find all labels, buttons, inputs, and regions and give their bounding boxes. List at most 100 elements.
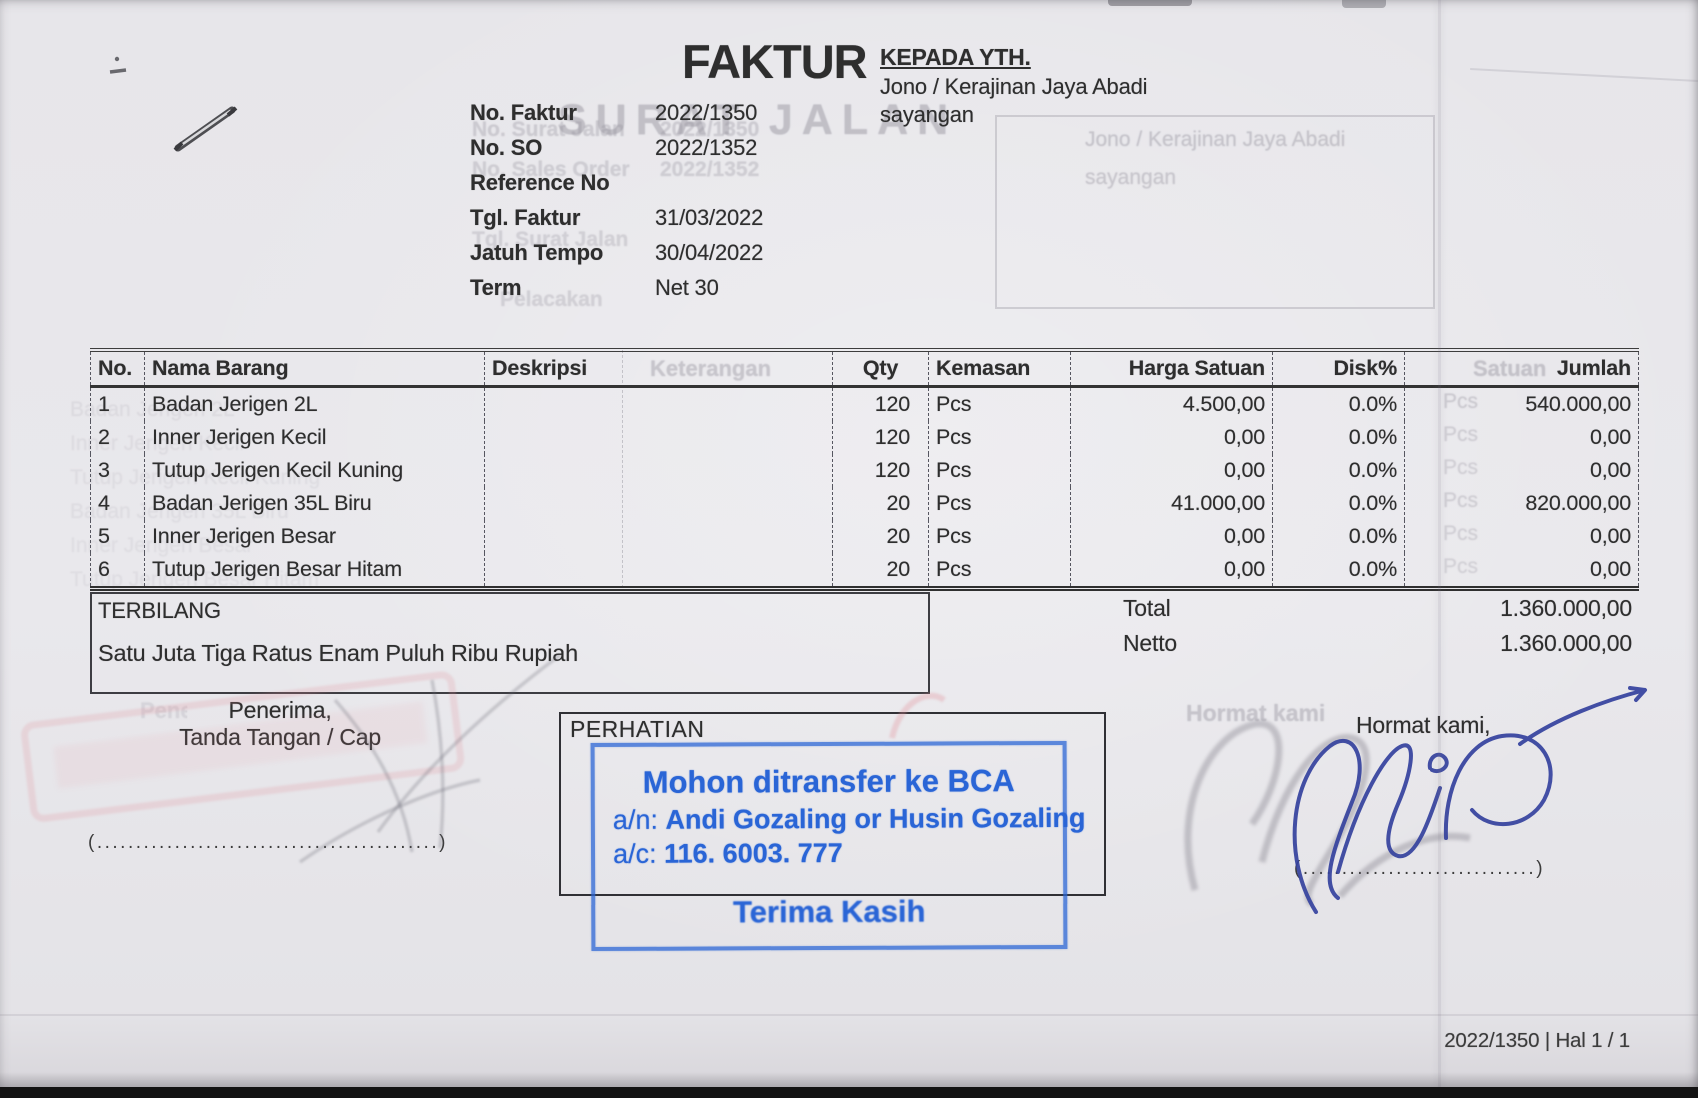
- cell-no: 3: [90, 454, 145, 487]
- cell-harga: 0,00: [1070, 454, 1273, 487]
- col-header-no: No.: [90, 350, 145, 388]
- cell-deskripsi: [484, 386, 833, 421]
- netto-value: 1.360.000,00: [1500, 630, 1632, 656]
- scanner-edge-smudge: [1108, 0, 1192, 6]
- penerima-signature-line: (.......................................…: [88, 832, 448, 853]
- cell-deskripsi: [484, 454, 833, 487]
- cell-disk: 0.0%: [1272, 553, 1405, 589]
- field-value-no-faktur: 2022/1350: [655, 100, 758, 125]
- cell-qty: 20: [832, 487, 929, 520]
- bleedthrough-recipient-city: sayangan: [1085, 166, 1177, 189]
- cell-nama: Badan Jerigen 35L Biru: [144, 487, 485, 520]
- scanner-background-strip: [0, 1087, 1698, 1098]
- cell-no: 5: [90, 520, 145, 553]
- field-value-no-so: 2022/1352: [655, 135, 758, 160]
- col-header-nama-barang: Nama Barang: [144, 350, 485, 388]
- cell-deskripsi: [484, 421, 833, 454]
- field-value-jatuh-tempo: 30/04/2022: [655, 240, 764, 265]
- cell-no: 6: [90, 553, 145, 589]
- horizontal-crease: [1470, 68, 1698, 82]
- cell-harga: 0,00: [1070, 553, 1273, 589]
- cell-no: 4: [90, 487, 145, 520]
- cell-disk: 0.0%: [1272, 386, 1405, 421]
- penerima-label: Penerima,: [228, 697, 332, 723]
- cell-nama: Badan Jerigen 2L: [144, 386, 485, 421]
- col-header-deskripsi: Deskripsi: [484, 350, 833, 388]
- terbilang-text: Satu Juta Tiga Ratus Enam Puluh Ribu Rup…: [98, 640, 578, 666]
- cell-harga: 41.000,00: [1070, 487, 1273, 520]
- stamp-ac-prefix: a/c:: [612, 838, 657, 869]
- table-header-row: No. Nama Barang Deskripsi Qty Kemasan Ha…: [90, 350, 1639, 388]
- cell-nama: Inner Jerigen Kecil: [144, 421, 485, 454]
- bleedthrough-field-label: Pelacakan: [500, 288, 603, 311]
- cell-jumlah: 0,00: [1404, 553, 1639, 589]
- hormat-signature-line: (..............................): [1294, 858, 1546, 879]
- cell-jumlah: 0,00: [1404, 454, 1639, 487]
- bleedthrough-field-value: 2022/1350: [660, 118, 760, 141]
- page-title: FAKTUR: [682, 35, 868, 88]
- bleedthrough-title: SURAT JALAN: [558, 96, 958, 144]
- stamp-an-name: Andi Gozaling or Husin Gozaling: [665, 802, 1086, 835]
- perhatian-label: PERHATIAN: [570, 716, 705, 742]
- bleedthrough-hormat: Hormat kami: [1186, 700, 1326, 726]
- stamp-ac-number: 116. 6003. 777: [664, 837, 843, 869]
- field-label-no-faktur: No. Faktur: [470, 100, 577, 125]
- cell-nama: Tutup Jerigen Besar Hitam: [144, 553, 485, 589]
- cell-jumlah: 0,00: [1404, 520, 1639, 553]
- cell-kemasan: Pcs: [928, 520, 1071, 553]
- cell-no: 2: [90, 421, 145, 454]
- cell-disk: 0.0%: [1272, 421, 1405, 454]
- col-header-harga-satuan: Harga Satuan: [1070, 350, 1273, 388]
- stamp-line-transfer: Mohon ditransfer ke BCA: [642, 763, 1015, 800]
- stamp-an-prefix: a/n:: [612, 804, 658, 835]
- cell-harga: 0,00: [1070, 421, 1273, 454]
- recipient-heading: KEPADA YTH.: [880, 44, 1031, 70]
- horizontal-crease: [0, 1014, 1698, 1016]
- cell-nama: Tutup Jerigen Kecil Kuning: [144, 454, 485, 487]
- perhatian-box: [559, 712, 1106, 896]
- cell-qty: 120: [832, 454, 929, 487]
- stamp-line-account-number: a/c: 116. 6003. 777: [613, 838, 843, 870]
- field-label-term: Term: [470, 275, 522, 300]
- recipient-name: Jono / Kerajinan Jaya Abadi: [880, 74, 1148, 99]
- pen-mark: [109, 56, 127, 74]
- col-header-jumlah: Jumlah: [1404, 350, 1639, 388]
- cell-kemasan: Pcs: [928, 553, 1071, 589]
- col-header-disk: Disk%: [1272, 350, 1405, 388]
- table-row: 3 Tutup Jerigen Kecil Kuning 120 Pcs 0,0…: [90, 454, 1639, 487]
- page-footer: 2022/1350 | Hal 1 / 1: [1444, 1029, 1630, 1052]
- field-label-no-so: No. SO: [470, 135, 543, 160]
- stamp-line-account-name: a/n: Andi Gozaling or Husin Gozaling: [613, 803, 1086, 836]
- scanner-edge-smudge: [1342, 0, 1386, 8]
- cell-disk: 0.0%: [1272, 520, 1405, 553]
- table-row: 4 Badan Jerigen 35L Biru 20 Pcs 41.000,0…: [90, 487, 1639, 520]
- bank-transfer-stamp: Mohon ditransfer ke BCA a/n: Andi Gozali…: [590, 740, 1086, 952]
- cell-qty: 20: [832, 553, 929, 589]
- cell-jumlah: 540.000,00: [1404, 386, 1639, 421]
- cell-kemasan: Pcs: [928, 386, 1071, 421]
- netto-label: Netto: [1123, 630, 1177, 656]
- total-value: 1.360.000,00: [1500, 595, 1632, 621]
- cell-kemasan: Pcs: [928, 454, 1071, 487]
- cell-deskripsi: [484, 553, 833, 589]
- cell-harga: 4.500,00: [1070, 386, 1273, 421]
- table-row: 2 Inner Jerigen Kecil 120 Pcs 0,00 0.0% …: [90, 421, 1639, 454]
- cell-deskripsi: [484, 487, 833, 520]
- items-table: No. Nama Barang Deskripsi Qty Kemasan Ha…: [90, 348, 1639, 591]
- bleedthrough-field-label: Tgl. Surat Jalan: [472, 228, 629, 251]
- penerima-sublabel: Tanda Tangan / Cap: [179, 724, 381, 750]
- field-value-tgl-faktur: 31/03/2022: [655, 205, 764, 230]
- field-value-term: Net 30: [655, 275, 719, 300]
- col-header-qty: Qty: [832, 350, 929, 388]
- cell-deskripsi: [484, 520, 833, 553]
- bleedthrough-recipient-name: Jono / Kerajinan Jaya Abadi: [1085, 128, 1346, 151]
- recipient-city: sayangan: [880, 102, 974, 127]
- table-row: 1 Badan Jerigen 2L 120 Pcs 4.500,00 0.0%…: [90, 386, 1639, 421]
- field-label-reference-no: Reference No: [470, 170, 610, 195]
- cell-jumlah: 0,00: [1404, 421, 1639, 454]
- table-row: 6 Tutup Jerigen Besar Hitam 20 Pcs 0,00 …: [90, 553, 1639, 589]
- cell-kemasan: Pcs: [928, 487, 1071, 520]
- cell-no: 1: [90, 386, 145, 421]
- cell-qty: 120: [832, 386, 929, 421]
